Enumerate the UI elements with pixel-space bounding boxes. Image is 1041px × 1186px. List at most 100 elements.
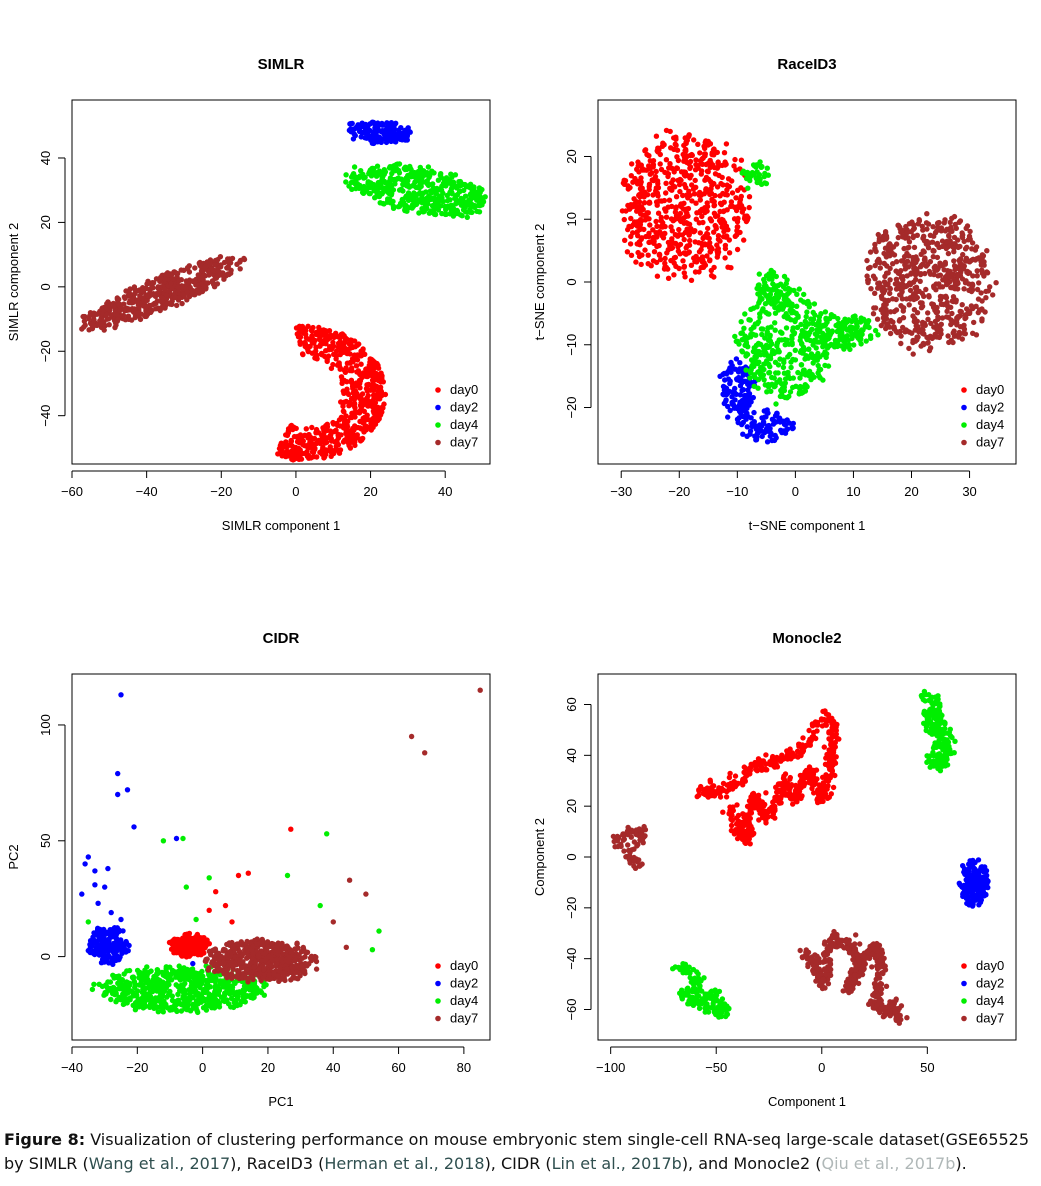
- series-day2: [346, 119, 413, 147]
- data-point: [732, 156, 738, 163]
- data-point: [769, 374, 775, 381]
- legend-label: day4: [450, 417, 478, 432]
- data-point: [722, 242, 729, 249]
- data-point: [102, 884, 108, 890]
- data-point: [313, 354, 319, 360]
- data-point: [804, 384, 810, 390]
- data-point: [163, 984, 170, 991]
- data-point: [920, 227, 926, 233]
- data-point: [197, 262, 203, 269]
- data-point: [180, 936, 187, 942]
- data-point: [444, 176, 450, 182]
- data-point: [113, 999, 119, 1005]
- data-point: [910, 254, 916, 261]
- data-point: [673, 134, 679, 140]
- data-point: [258, 989, 265, 996]
- data-point: [372, 421, 379, 427]
- data-point: [155, 284, 161, 290]
- data-point: [304, 345, 310, 351]
- data-point: [865, 318, 872, 324]
- data-point: [671, 146, 677, 153]
- data-point: [728, 265, 734, 271]
- scatter-points: [79, 687, 483, 1016]
- data-point: [900, 304, 906, 311]
- data-point: [344, 379, 350, 385]
- data-point: [309, 335, 316, 342]
- data-point: [309, 424, 315, 431]
- data-point: [291, 425, 297, 431]
- data-point: [808, 316, 814, 322]
- data-point: [169, 301, 175, 308]
- data-point: [663, 190, 669, 196]
- data-point: [733, 167, 739, 173]
- data-point: [137, 293, 143, 299]
- data-point: [853, 332, 859, 338]
- data-point: [744, 405, 750, 412]
- data-point: [221, 276, 227, 282]
- data-point: [344, 423, 351, 430]
- data-point: [108, 312, 115, 318]
- data-point: [829, 329, 835, 335]
- data-point: [887, 290, 893, 297]
- data-point: [697, 197, 703, 203]
- data-point: [752, 321, 759, 327]
- data-point: [735, 419, 741, 426]
- data-point: [692, 228, 698, 234]
- data-point: [781, 296, 787, 303]
- data-point: [910, 233, 917, 239]
- data-point: [746, 204, 752, 211]
- data-point: [743, 415, 749, 421]
- data-point: [297, 325, 303, 332]
- data-point: [382, 169, 389, 175]
- data-point: [671, 272, 677, 278]
- data-point: [356, 393, 362, 399]
- data-point: [369, 119, 376, 125]
- data-point: [903, 223, 909, 230]
- data-point: [375, 365, 382, 371]
- data-point: [115, 301, 122, 307]
- data-point: [924, 211, 930, 217]
- data-point: [798, 297, 804, 303]
- data-point: [346, 428, 352, 434]
- data-point: [168, 280, 174, 287]
- data-point: [354, 357, 361, 363]
- data-point: [95, 900, 101, 906]
- data-point: [758, 365, 765, 372]
- data-point: [160, 1005, 166, 1011]
- data-point: [887, 242, 893, 248]
- data-point: [660, 220, 666, 226]
- data-point: [803, 313, 809, 320]
- data-point: [943, 245, 949, 252]
- data-point: [359, 437, 365, 443]
- data-point: [875, 231, 881, 238]
- data-point: [806, 304, 812, 310]
- data-point: [352, 388, 359, 394]
- data-point: [345, 347, 351, 354]
- data-point: [916, 329, 922, 335]
- data-point: [954, 332, 960, 339]
- data-point: [667, 185, 673, 191]
- data-point: [735, 187, 741, 193]
- data-point: [653, 168, 659, 175]
- data-point: [893, 268, 899, 274]
- data-point: [882, 287, 888, 293]
- data-point: [333, 443, 339, 450]
- data-point: [764, 165, 770, 171]
- data-point: [357, 385, 363, 391]
- data-point: [283, 439, 289, 445]
- data-point: [175, 936, 182, 943]
- data-point: [775, 370, 781, 376]
- data-point: [872, 290, 878, 296]
- data-point: [185, 289, 191, 295]
- data-point: [702, 233, 708, 240]
- data-point: [740, 387, 746, 393]
- data-point: [130, 993, 136, 999]
- data-point: [622, 237, 628, 243]
- data-point: [682, 135, 688, 141]
- series-day0: [275, 323, 389, 463]
- data-point: [751, 409, 757, 416]
- data-point: [868, 286, 874, 292]
- data-point: [174, 302, 180, 309]
- data-point: [457, 180, 464, 187]
